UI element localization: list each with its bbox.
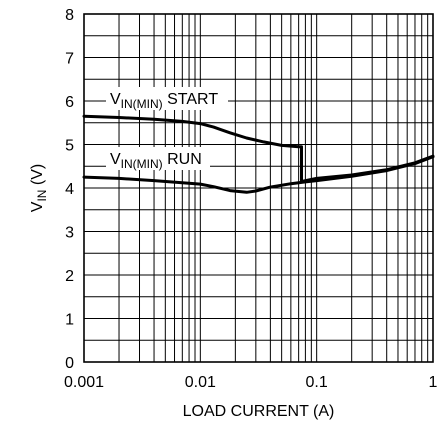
x-tick-label: 1 (429, 374, 438, 391)
series-label-start: VIN(MIN) START (110, 91, 218, 111)
x-tick-label: 0.001 (64, 374, 104, 391)
y-tick-label: 8 (65, 7, 74, 24)
series-label-bg (106, 87, 228, 110)
y-axis-title: VIN (V) (29, 164, 49, 212)
x-tick-label: 0.1 (306, 374, 328, 391)
y-axis-title-sub: IN (35, 190, 49, 202)
series-layer (82, 114, 435, 194)
y-tick-label: 0 (65, 355, 74, 372)
y-tick-label: 2 (65, 268, 74, 285)
y-tick-label: 1 (65, 312, 74, 329)
y-tick-label: 4 (65, 181, 74, 198)
y-tick-label: 7 (65, 51, 74, 68)
x-tick-label: 0.01 (185, 374, 216, 391)
y-tick-label: 3 (65, 225, 74, 242)
y-tick-label: 6 (65, 94, 74, 111)
plot-frame (83, 13, 434, 363)
x-axis-title: LOAD CURRENT (A) (183, 403, 335, 420)
y-tick-label: 5 (65, 138, 74, 155)
series-label-run: VIN(MIN) RUN (110, 151, 202, 171)
series-label-bg (106, 147, 210, 170)
grid (84, 14, 433, 362)
tick-labels: 0 1 2 3 4 5 6 7 8 0.001 0.01 0.1 1 (64, 7, 438, 391)
series-labels: VIN(MIN) START VIN(MIN) RUN (106, 87, 228, 171)
y-axis-title-suffix: (V) (29, 164, 46, 190)
series-line-run (82, 155, 435, 194)
y-axis-title-main: V (29, 201, 46, 212)
